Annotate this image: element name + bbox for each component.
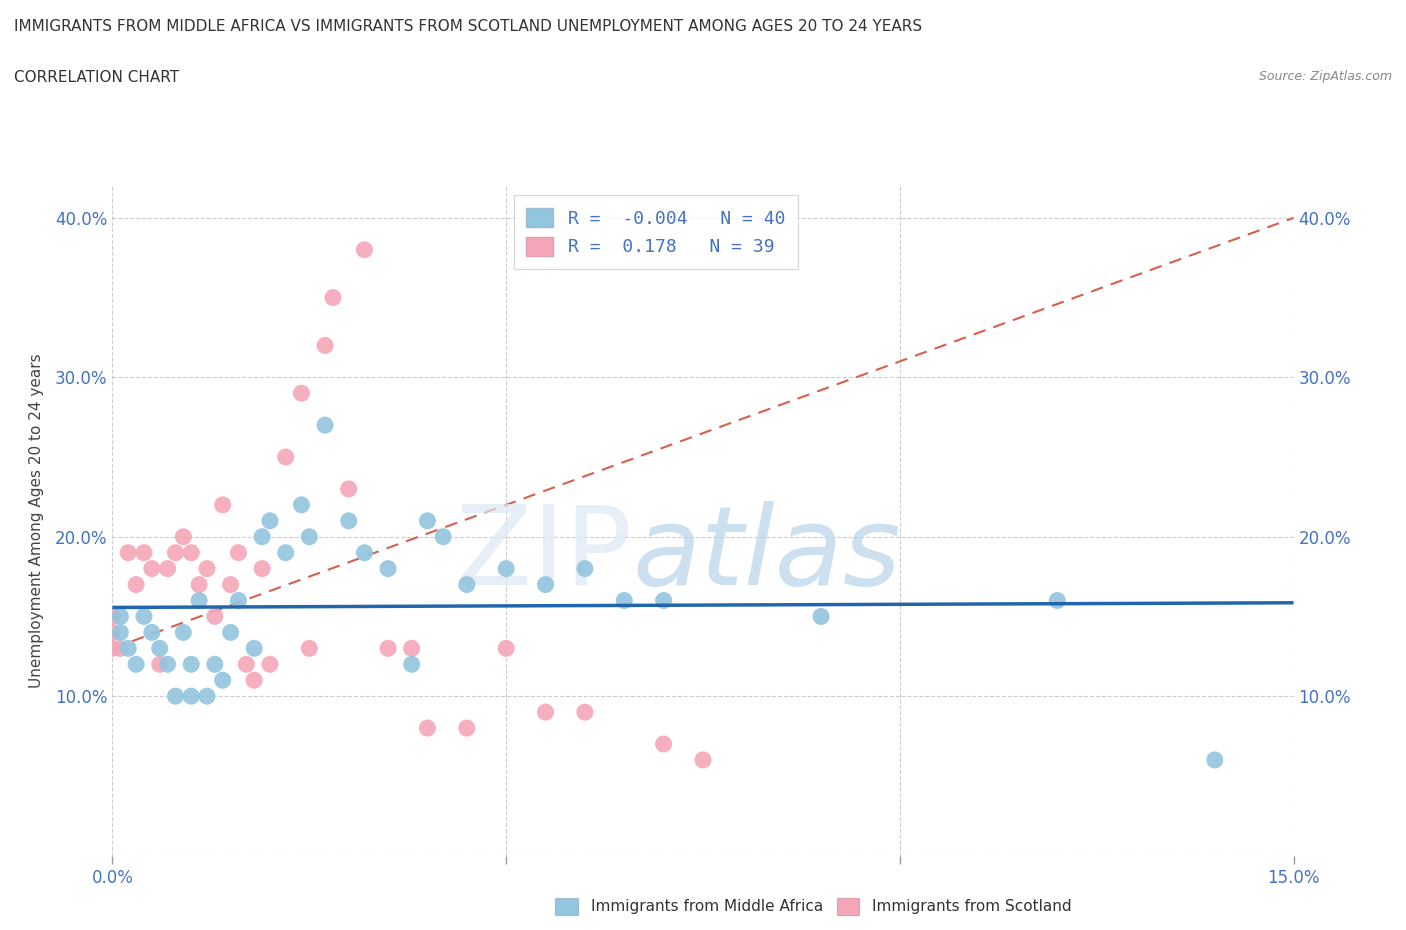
Point [180,545,202,560]
Point [337,482,360,497]
Point [274,449,297,464]
Point [250,561,273,576]
Point [141,625,163,640]
Point [165,545,187,560]
Point [117,545,139,560]
Point [613,593,636,608]
Point [298,641,321,656]
Point [314,418,336,432]
Text: Immigrants from Scotland: Immigrants from Scotland [872,899,1071,914]
Point [188,593,211,608]
Point [211,498,233,512]
Point [692,752,714,767]
Point [377,641,399,656]
Point [274,545,297,560]
Point [117,641,139,656]
Point [314,338,336,352]
Text: IMMIGRANTS FROM MIDDLE AFRICA VS IMMIGRANTS FROM SCOTLAND UNEMPLOYMENT AMONG AGE: IMMIGRANTS FROM MIDDLE AFRICA VS IMMIGRA… [14,19,922,33]
Point [534,705,557,720]
Point [574,561,596,576]
Point [259,657,281,671]
Legend: R =  -0.004   N = 40, R =  0.178   N = 39: R = -0.004 N = 40, R = 0.178 N = 39 [513,195,799,269]
Point [149,657,172,671]
Point [141,561,163,576]
Point [377,561,399,576]
Point [456,578,478,592]
Point [172,625,194,640]
Text: Source: ZipAtlas.com: Source: ZipAtlas.com [1258,70,1392,83]
Point [101,609,124,624]
Point [337,513,360,528]
Point [110,609,132,624]
Point [149,641,172,656]
Point [243,672,266,687]
Point [432,529,454,544]
Point [219,625,242,640]
Point [416,721,439,736]
Point [290,386,312,401]
Point [165,689,187,704]
Text: Immigrants from Middle Africa: Immigrants from Middle Africa [591,899,823,914]
Point [204,657,226,671]
Point [298,529,321,544]
Point [495,641,517,656]
Point [156,561,179,576]
Point [101,625,124,640]
Point [250,529,273,544]
Point [180,657,202,671]
Point [228,545,250,560]
Point [188,578,211,592]
Point [353,545,375,560]
Text: atlas: atlas [633,500,901,608]
Point [110,641,132,656]
Point [401,641,423,656]
Point [456,721,478,736]
Point [125,578,148,592]
Point [652,593,675,608]
Point [810,609,832,624]
Point [1046,593,1069,608]
Point [204,609,226,624]
Point [101,641,124,656]
Y-axis label: Unemployment Among Ages 20 to 24 years: Unemployment Among Ages 20 to 24 years [30,353,44,688]
Point [353,243,375,258]
Text: ZIP: ZIP [457,500,633,608]
Point [416,513,439,528]
Point [219,578,242,592]
Point [110,625,132,640]
Point [235,657,257,671]
Point [195,689,218,704]
Point [132,609,155,624]
Point [259,513,281,528]
Point [172,529,194,544]
Point [228,593,250,608]
Point [1204,752,1226,767]
Point [211,672,233,687]
Point [132,545,155,560]
Point [495,561,517,576]
Point [322,290,344,305]
Text: CORRELATION CHART: CORRELATION CHART [14,70,179,85]
Point [125,657,148,671]
Point [180,689,202,704]
Point [195,561,218,576]
Point [290,498,312,512]
Point [401,657,423,671]
Point [652,737,675,751]
Point [243,641,266,656]
Point [574,705,596,720]
Point [534,578,557,592]
Point [156,657,179,671]
